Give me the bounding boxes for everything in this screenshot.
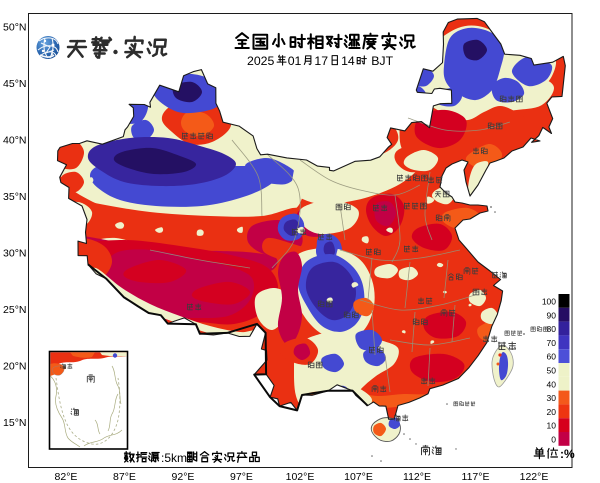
svg-text:2025: 2025	[247, 54, 275, 68]
svg-text:97°E: 97°E	[230, 471, 253, 483]
svg-text:92°E: 92°E	[172, 471, 195, 483]
svg-text:15°N: 15°N	[3, 417, 26, 429]
svg-text:122°E: 122°E	[520, 471, 549, 483]
svg-text:60: 60	[547, 352, 557, 362]
svg-text:25°N: 25°N	[3, 304, 26, 316]
svg-text:35°N: 35°N	[3, 191, 26, 203]
svg-text:70: 70	[547, 338, 557, 348]
svg-text:0: 0	[551, 435, 556, 445]
svg-text:17: 17	[314, 54, 328, 68]
svg-text:87°E: 87°E	[113, 471, 136, 483]
svg-text:117°E: 117°E	[462, 471, 490, 483]
svg-text:90: 90	[547, 310, 557, 320]
svg-text:01: 01	[288, 54, 302, 68]
svg-text:100: 100	[542, 297, 556, 307]
svg-text:82°E: 82°E	[55, 471, 78, 483]
svg-text:14: 14	[341, 54, 355, 68]
svg-text::5km: :5km	[161, 451, 187, 465]
svg-text:112°E: 112°E	[403, 471, 431, 483]
svg-text:30°N: 30°N	[3, 248, 26, 260]
svg-text:45°N: 45°N	[3, 78, 26, 90]
svg-text:50°N: 50°N	[3, 22, 26, 34]
svg-text:40: 40	[547, 379, 557, 389]
svg-text:20: 20	[547, 407, 557, 417]
svg-text:20°N: 20°N	[3, 361, 26, 373]
svg-text:80: 80	[547, 324, 557, 334]
svg-text:107°E: 107°E	[344, 471, 373, 483]
svg-text:50: 50	[547, 366, 557, 376]
svg-text:40°N: 40°N	[3, 135, 26, 147]
svg-text:BJT: BJT	[368, 54, 394, 68]
svg-text:102°E: 102°E	[286, 471, 315, 483]
svg-text:10: 10	[547, 421, 557, 431]
svg-text:30: 30	[547, 393, 557, 403]
svg-text::%: :%	[560, 447, 575, 461]
